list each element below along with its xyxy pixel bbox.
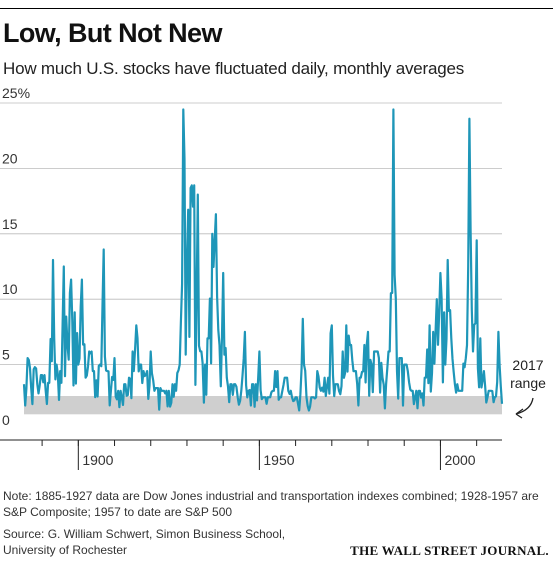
footnote: Note: 1885-1927 data are Dow Jones indus… bbox=[3, 489, 539, 519]
y-tick-label: 15 bbox=[2, 216, 18, 232]
y-tick-label: 10 bbox=[2, 281, 18, 297]
chart-subtitle: How much U.S. stocks have fluctuated dai… bbox=[3, 59, 465, 78]
x-tick-label: 1900 bbox=[82, 452, 113, 468]
range-label-line-2: range bbox=[510, 375, 546, 391]
y-tick-label: 0 bbox=[2, 412, 10, 428]
range-arrow-icon bbox=[515, 397, 534, 415]
x-tick-label: 1950 bbox=[263, 452, 294, 468]
range-label-line-1: 2017 bbox=[512, 357, 543, 373]
range-arrowhead-icon bbox=[515, 408, 524, 419]
top-rule bbox=[0, 8, 553, 9]
publisher-logo: THE WALL STREET JOURNAL. bbox=[350, 543, 549, 558]
y-tick-label: 5 bbox=[2, 347, 10, 363]
range-band bbox=[24, 395, 502, 415]
chart-area: 0 5 10 15 20 25% 1900 1950 2000 2017 range bbox=[0, 85, 546, 470]
y-tick-label: 20 bbox=[2, 150, 18, 166]
x-tick-label: 2000 bbox=[444, 452, 475, 468]
y-tick-label: 25% bbox=[2, 85, 30, 101]
chart-title: Low, But Not New bbox=[3, 18, 222, 48]
volatility-series-line bbox=[22, 108, 504, 412]
source-credit: Source: G. William Schwert, Simon Busine… bbox=[3, 527, 286, 557]
